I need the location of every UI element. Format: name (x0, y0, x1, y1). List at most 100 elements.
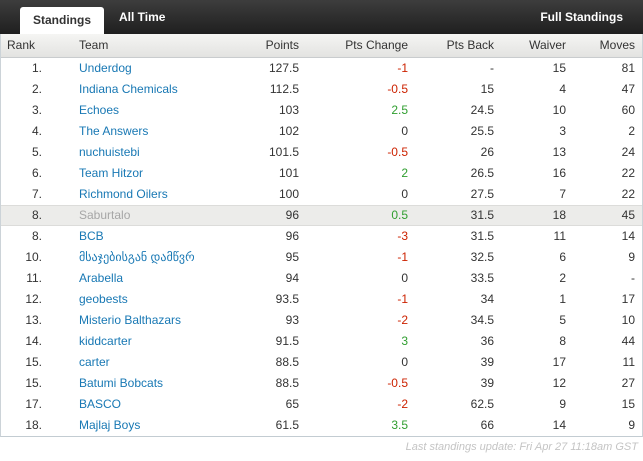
waiver-cell: 9 (559, 397, 566, 411)
column-header-pts-change: Pts Change (345, 38, 408, 52)
team-link[interactable]: The Answers (79, 124, 149, 138)
waiver-cell: 15 (552, 61, 566, 75)
team-link[interactable]: geobests (79, 292, 128, 306)
moves-cell: - (631, 271, 635, 285)
table-row: 2. Indiana Chemicals 112.5 -0.5 15 4 47 (1, 79, 642, 100)
pts-change-cell: 0.5 (391, 208, 408, 222)
points-cell: 101 (278, 166, 299, 180)
column-header-rank: Rank (7, 38, 36, 52)
table-row: 6. Team Hitzor 101 2 26.5 16 22 (1, 163, 642, 184)
waiver-cell: 5 (559, 313, 566, 327)
pts-back-cell: 25.5 (470, 124, 494, 138)
pts-change-cell: 2.5 (391, 103, 408, 117)
pts-back-cell: 15 (480, 82, 494, 96)
waiver-cell: 1 (559, 292, 566, 306)
points-cell: 96 (285, 229, 299, 243)
rank-cell: 1. (31, 61, 42, 75)
pts-back-cell: 66 (480, 418, 494, 432)
waiver-cell: 11 (553, 229, 566, 243)
pts-change-cell: -3 (397, 229, 408, 243)
team-link[interactable]: carter (79, 355, 110, 369)
team-link[interactable]: BASCO (79, 397, 122, 411)
tab-bar: Standings All Time Full Standings (0, 0, 643, 34)
moves-cell: 22 (621, 166, 635, 180)
rank-cell: 7. (31, 187, 42, 201)
points-cell: 103 (278, 103, 299, 117)
moves-cell: 10 (621, 313, 635, 327)
standings-table: Rank Team Points Pts Change Pts Back Wai… (0, 34, 643, 437)
team-link[interactable]: მსაჯებისგან დამწვრებ (79, 250, 194, 264)
waiver-cell: 14 (552, 418, 566, 432)
rank-cell: 2. (31, 82, 42, 96)
team-link[interactable]: Batumi Bobcats (79, 376, 164, 390)
tab-standings[interactable]: Standings (20, 7, 105, 34)
column-header-points: Points (265, 38, 299, 52)
team-link[interactable]: nuchuistebi (79, 145, 140, 159)
pts-back-cell: - (490, 61, 494, 75)
waiver-cell: 8 (559, 334, 566, 348)
rank-cell: 15. (25, 376, 42, 390)
pts-change-cell: 3.5 (391, 418, 408, 432)
pts-change-cell: 0 (401, 124, 408, 138)
pts-change-cell: -1 (397, 61, 408, 75)
pts-change-cell: 2 (401, 166, 408, 180)
moves-cell: 24 (621, 145, 635, 159)
moves-cell: 22 (621, 187, 635, 201)
pts-back-cell: 36 (480, 334, 494, 348)
team-link[interactable]: Misterio Balthazars (79, 313, 182, 327)
points-cell: 93.5 (275, 292, 299, 306)
standings-table-body: 1. Underdog 127.5 -1 - 15 81 2. Indiana … (1, 58, 642, 436)
rank-cell: 5. (31, 145, 42, 159)
team-link[interactable]: Saburtalo (79, 208, 131, 222)
pts-change-cell: -0.5 (387, 145, 408, 159)
points-cell: 96 (285, 208, 299, 222)
last-update-note: Last standings update: Fri Apr 27 11:18a… (405, 441, 638, 453)
rank-cell: 3. (31, 103, 42, 117)
pts-back-cell: 34.5 (470, 313, 494, 327)
table-row: 15. Batumi Bobcats 88.5 -0.5 39 12 27 (1, 373, 642, 394)
points-cell: 112.5 (269, 82, 299, 96)
column-header-waiver: Waiver (529, 38, 566, 52)
rank-cell: 8. (31, 229, 42, 243)
moves-cell: 15 (621, 397, 635, 411)
table-row: 18. Majlaj Boys 61.5 3.5 66 14 9 (1, 415, 642, 436)
pts-back-cell: 32.5 (470, 250, 494, 264)
team-link[interactable]: Underdog (79, 61, 132, 75)
tab-all-time[interactable]: All Time (119, 10, 166, 24)
team-link[interactable]: BCB (79, 229, 104, 243)
points-cell: 94 (285, 271, 299, 285)
pts-change-cell: -1 (397, 292, 408, 306)
points-cell: 101.5 (268, 145, 299, 159)
pts-change-cell: -0.5 (387, 82, 408, 96)
waiver-cell: 10 (552, 103, 566, 117)
table-row: 12. geobests 93.5 -1 34 1 17 (1, 289, 642, 310)
rank-cell: 11. (26, 271, 42, 285)
rank-cell: 15. (25, 355, 42, 369)
team-link[interactable]: Majlaj Boys (79, 418, 141, 432)
moves-cell: 9 (628, 250, 635, 264)
team-link[interactable]: Arabella (79, 271, 124, 285)
points-cell: 127.5 (268, 61, 299, 75)
rank-cell: 17. (25, 397, 42, 411)
column-header-team: Team (79, 38, 109, 52)
pts-back-cell: 39 (480, 355, 494, 369)
table-row: 7. Richmond Oilers 100 0 27.5 7 22 (1, 184, 642, 205)
rank-cell: 10. (25, 250, 42, 264)
table-row: 15. carter 88.5 0 39 17 11 (1, 352, 642, 373)
pts-back-cell: 31.5 (470, 229, 494, 243)
column-header-moves: Moves (599, 38, 635, 52)
team-link[interactable]: Indiana Chemicals (79, 82, 178, 96)
points-cell: 93 (285, 313, 299, 327)
team-link[interactable]: Echoes (79, 103, 120, 117)
full-standings-link[interactable]: Full Standings (540, 10, 623, 24)
pts-back-cell: 31.5 (470, 208, 494, 222)
team-link[interactable]: Richmond Oilers (79, 187, 168, 201)
team-link[interactable]: kiddcarter (79, 334, 132, 348)
pts-change-cell: -1 (397, 250, 408, 264)
moves-cell: 14 (621, 229, 635, 243)
table-header-row: Rank Team Points Pts Change Pts Back Wai… (1, 34, 642, 58)
waiver-cell: 12 (552, 376, 566, 390)
waiver-cell: 6 (559, 250, 566, 264)
pts-change-cell: -2 (397, 397, 408, 411)
team-link[interactable]: Team Hitzor (79, 166, 144, 180)
